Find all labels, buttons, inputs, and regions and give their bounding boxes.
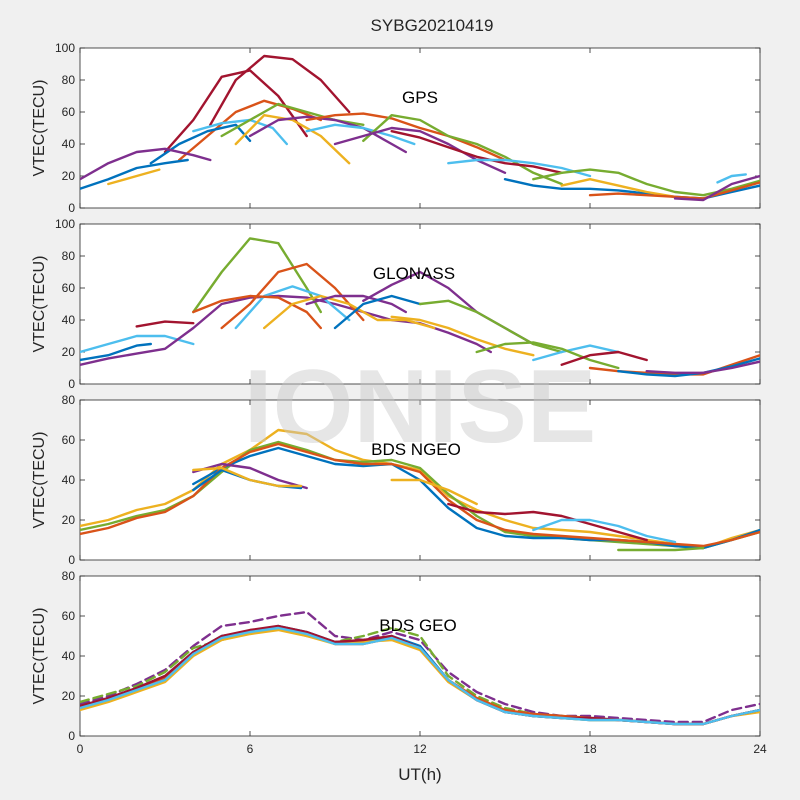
y-tick-label: 40 xyxy=(62,313,76,327)
series-line-9 xyxy=(263,294,436,330)
series-line-5 xyxy=(80,158,189,190)
y-tick-label: 60 xyxy=(62,281,76,295)
y-tick-label: 100 xyxy=(55,41,75,55)
x-axis-label: UT(h) xyxy=(398,765,441,784)
y-tick-label: 60 xyxy=(62,609,76,623)
y-tick-label: 80 xyxy=(62,73,76,87)
panel-2: 0 20 40 60 80 100 VTEC(TECU) GLONASS xyxy=(31,217,761,391)
series-line-14 xyxy=(362,114,563,186)
series-line-13 xyxy=(305,112,507,162)
series-line-1 xyxy=(80,610,760,724)
y-axis-label: VTEC(TECU) xyxy=(31,80,48,177)
series-line-1 xyxy=(80,334,195,354)
y-axis-label: VTEC(TECU) xyxy=(31,256,48,353)
series-line-4 xyxy=(80,442,760,548)
figure-title: SYBG20210419 xyxy=(371,16,494,35)
y-tick-label: 60 xyxy=(62,105,76,119)
series-line-23 xyxy=(716,173,747,184)
panel-1: 0 20 40 60 80 100 VTEC(TECU) GPS xyxy=(31,41,761,215)
series-line-10 xyxy=(305,294,407,314)
series-line-7 xyxy=(80,626,760,726)
series-line-7 xyxy=(107,168,161,186)
series-line-11 xyxy=(333,294,422,330)
x-tick-label: 18 xyxy=(583,742,597,756)
series-line-17 xyxy=(560,350,648,366)
panel-3: 0 20 40 60 80 VTEC(TECU) BDS NGEO xyxy=(31,393,761,567)
series-line-12 xyxy=(305,123,416,146)
x-tick-label: 24 xyxy=(753,742,767,756)
y-tick-label: 20 xyxy=(62,169,76,183)
series-line-3 xyxy=(192,446,760,550)
series-line-4 xyxy=(135,320,195,328)
panel-annotation: GPS xyxy=(402,88,438,107)
series-line-11 xyxy=(248,115,407,154)
series-line-9 xyxy=(532,518,677,544)
series-line-6 xyxy=(80,147,212,181)
y-tick-label: 20 xyxy=(62,345,76,359)
series-line-2 xyxy=(209,54,351,126)
series-group xyxy=(80,428,760,552)
series-line-17 xyxy=(447,158,592,178)
series-line-19 xyxy=(532,168,760,197)
series-line-21 xyxy=(588,181,760,200)
y-tick-label: 0 xyxy=(68,553,75,567)
series-line-8 xyxy=(447,502,648,542)
y-tick-label: 100 xyxy=(55,217,75,231)
series-line-16 xyxy=(390,130,563,174)
panel-annotation: BDS GEO xyxy=(379,616,456,635)
y-tick-label: 0 xyxy=(68,377,75,391)
y-tick-label: 40 xyxy=(62,137,76,151)
series-line-6 xyxy=(220,262,365,330)
series-line-7 xyxy=(234,285,351,330)
y-tick-label: 80 xyxy=(62,249,76,263)
series-line-3 xyxy=(178,99,322,162)
y-tick-label: 40 xyxy=(62,473,76,487)
series-line-15 xyxy=(532,344,620,362)
series-line-10 xyxy=(390,478,478,506)
y-tick-label: 0 xyxy=(68,729,75,743)
panel-annotation: GLONASS xyxy=(373,264,455,283)
series-line-20 xyxy=(560,178,677,198)
y-axis-label: VTEC(TECU) xyxy=(31,608,48,705)
series-line-13 xyxy=(418,299,563,354)
y-axis-label: VTEC(TECU) xyxy=(31,432,48,529)
y-tick-label: 80 xyxy=(62,569,76,583)
series-line-2 xyxy=(80,342,152,362)
series-line-8 xyxy=(192,294,322,330)
x-tick-label: 0 xyxy=(77,742,84,756)
x-tick-label: 6 xyxy=(247,742,254,756)
y-tick-label: 80 xyxy=(62,393,76,407)
watermark: IONISE xyxy=(244,349,597,465)
series-line-14 xyxy=(390,315,535,357)
y-tick-label: 40 xyxy=(62,649,76,663)
series-line-1 xyxy=(163,69,308,154)
series-line-11 xyxy=(617,546,705,552)
panel-4: 0 20 40 60 80 0 6 12 18 24 VTEC(TECU) BDS GEO xyxy=(31,569,767,756)
series-line-19 xyxy=(617,357,760,378)
series-group xyxy=(80,54,760,202)
series-line-16 xyxy=(475,341,620,370)
y-tick-label: 60 xyxy=(62,433,76,447)
y-tick-label: 20 xyxy=(62,689,76,703)
series-line-5 xyxy=(192,462,308,490)
y-tick-label: 20 xyxy=(62,513,76,527)
series-line-20 xyxy=(645,360,760,374)
panel-annotation: BDS NGEO xyxy=(371,440,461,459)
x-tick-label: 12 xyxy=(413,742,427,756)
series-group xyxy=(80,610,760,726)
y-tick-label: 0 xyxy=(68,201,75,215)
series-line-7 xyxy=(192,466,303,488)
series-line-22 xyxy=(673,174,760,202)
series-group xyxy=(80,237,760,378)
series-line-10 xyxy=(234,114,351,165)
